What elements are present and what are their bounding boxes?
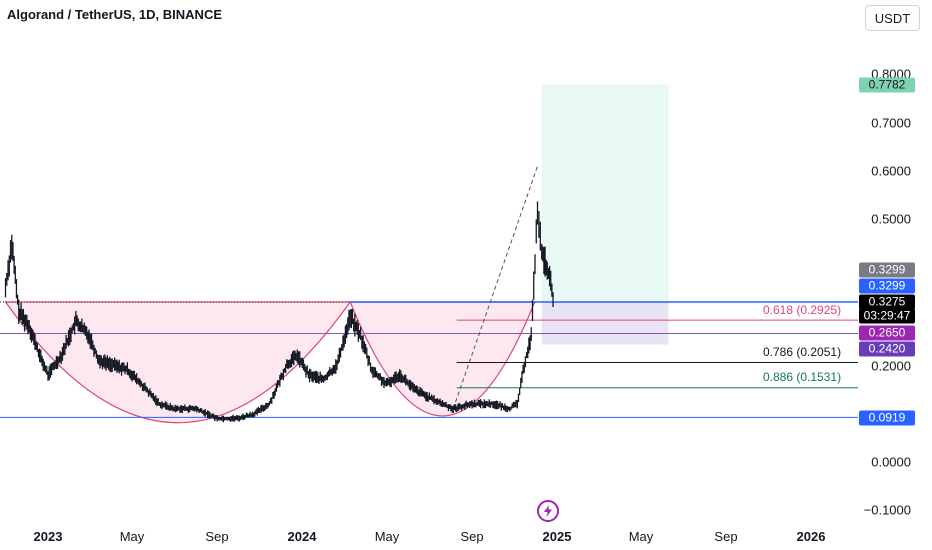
level-badge-0919: 0.0919 xyxy=(859,410,915,426)
x-tick-label: May xyxy=(628,529,654,544)
y-tick-label: 0.0000 xyxy=(871,454,911,470)
y-tick-label: 0.2000 xyxy=(871,358,911,374)
x-tick-label: 2023 xyxy=(33,529,63,544)
level-badge-2420: 0.2420 xyxy=(859,341,915,357)
zones-layer xyxy=(4,84,669,424)
fib-trend-line xyxy=(452,165,538,409)
x-tick-label: 2024 xyxy=(287,529,317,544)
price-badge-blue: 0.3299 xyxy=(859,278,915,294)
y-tick-label: 0.6000 xyxy=(871,163,911,179)
fib-label-0618: 0.618 (0.2925) xyxy=(763,303,842,317)
long-position-stop-zone[interactable] xyxy=(541,301,669,345)
bar-countdown-badge: 03:29:47 xyxy=(859,308,915,324)
level-badge-2650: 0.2650 xyxy=(859,325,915,341)
x-tick-label: Sep xyxy=(460,529,484,544)
x-tick-label: 2025 xyxy=(542,529,572,544)
long-position-target-zone[interactable] xyxy=(541,84,669,302)
lightning-icon[interactable] xyxy=(537,500,559,522)
cup-pattern-right xyxy=(349,301,536,417)
target-price-badge: 0.7782 xyxy=(859,77,915,93)
x-tick-label: Sep xyxy=(205,529,229,544)
y-tick-label: −0.1000 xyxy=(863,502,911,518)
price-badge-grey: 0.3299 xyxy=(859,262,915,278)
fib-label-0786: 0.786 (0.2051) xyxy=(763,345,842,359)
x-tick-label: May xyxy=(119,529,145,544)
x-tick-label: May xyxy=(374,529,400,544)
candles-layer xyxy=(4,201,554,423)
chart-title: Algorand / TetherUS, 1D, BINANCE xyxy=(7,7,223,22)
currency-selector[interactable]: USDT xyxy=(865,5,920,31)
x-tick-label: 2026 xyxy=(796,529,826,544)
y-tick-label: 0.5000 xyxy=(871,211,911,227)
x-tick-label: Sep xyxy=(714,529,738,544)
last-price-badge: 0.3275 xyxy=(859,294,915,310)
lines-layer xyxy=(0,165,858,418)
fib-label-0886: 0.886 (0.1531) xyxy=(763,370,842,384)
y-tick-label: 0.7000 xyxy=(871,115,911,131)
